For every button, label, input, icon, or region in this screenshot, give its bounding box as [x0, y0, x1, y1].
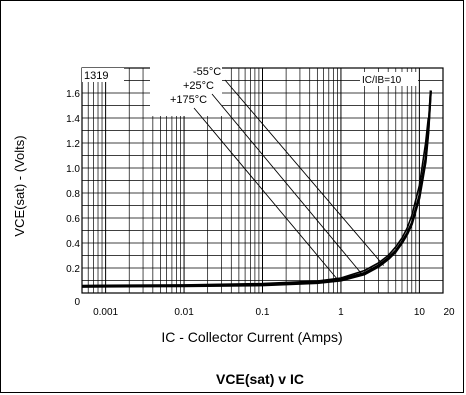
legend-leader-line: [193, 107, 338, 280]
y-tick-label: 1.2: [66, 139, 80, 150]
legend-leader-line: [224, 79, 384, 266]
y-tick-label: 0: [74, 297, 80, 308]
y-tick-label: 1.6: [66, 89, 80, 100]
chart-title: VCE(sat) v IC: [216, 371, 304, 387]
legend-box: [150, 62, 222, 116]
series-line: [81, 90, 432, 288]
legend-leader-line: [211, 93, 362, 274]
condition-label: IC/IB=10: [362, 75, 402, 86]
x-tick-label: 0.1: [256, 307, 270, 318]
y-tick-label: 1.0: [66, 164, 80, 175]
x-tick-label: 20: [443, 307, 455, 318]
legend-label-plus175: +175°C: [170, 94, 207, 106]
y-tick-label: 0.2: [66, 264, 80, 275]
legend-label-plus25: +25°C: [183, 80, 214, 92]
y-tick-label: 1.4: [66, 114, 80, 125]
y-axis-label: VCE(sat) - (Volts): [12, 135, 27, 236]
x-tick-label: 0.001: [93, 307, 118, 318]
x-axis-label: IC - Collector Current (Amps): [161, 329, 342, 345]
x-tick-label: 10: [414, 307, 426, 318]
part-number-label: 1319: [84, 70, 108, 82]
x-tick-label: 0.01: [174, 307, 194, 318]
y-tick-label: 0.8: [66, 189, 80, 200]
y-tick-labels: 0 0.2 0.4 0.6 0.8 1.0 1.2 1.4 1.6: [66, 89, 80, 308]
plot-area-border: [81, 67, 444, 294]
part-number-box: [82, 68, 124, 82]
y-tick-label: 0.4: [66, 239, 80, 250]
x-tick-label: 1: [338, 307, 344, 318]
legend-leaders: [193, 79, 384, 280]
series-lines: [81, 90, 432, 288]
condition-box: [360, 72, 418, 86]
legend-label-minus55: -55°C: [193, 66, 221, 78]
y-tick-label: 0.6: [66, 214, 80, 225]
x-tick-labels: 0.001 0.01 0.1 1 10 20: [93, 307, 455, 318]
